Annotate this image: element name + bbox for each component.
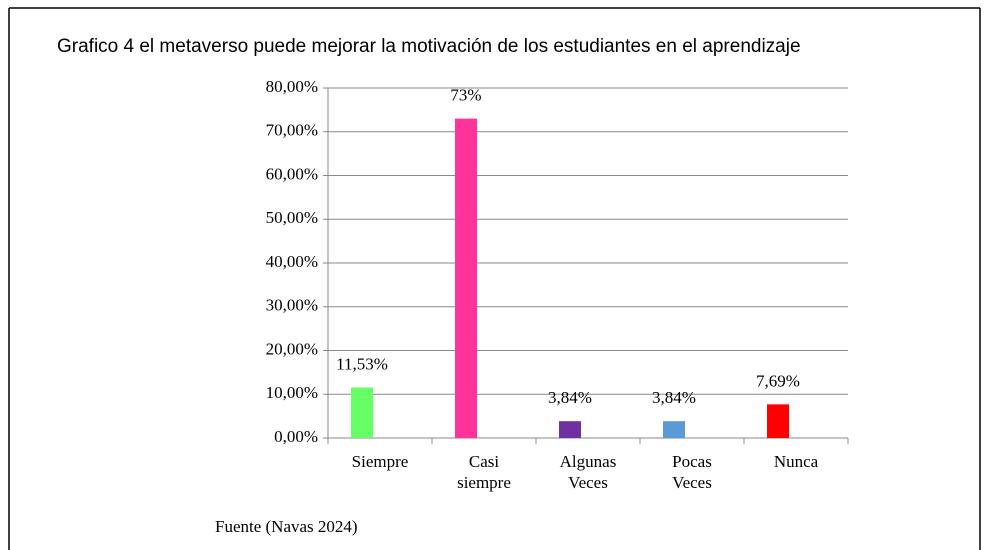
y-tick-label: 10,00%: [266, 383, 318, 402]
value-label: 11,53%: [336, 354, 388, 373]
y-tick-label: 60,00%: [266, 164, 318, 183]
y-tick-label: 0,00%: [274, 427, 318, 446]
x-tick-label: Nunca: [773, 452, 819, 471]
y-tick-label: 70,00%: [266, 121, 318, 140]
y-tick-label: 80,00%: [266, 77, 318, 96]
value-label: 3,84%: [548, 388, 592, 407]
chart-title: Grafico 4 el metaverso puede mejorar la …: [57, 36, 801, 57]
bar: [455, 118, 477, 438]
y-tick-label: 50,00%: [266, 208, 318, 227]
bar: [351, 387, 373, 438]
y-tick-label: 20,00%: [266, 339, 318, 358]
value-label: 3,84%: [652, 388, 696, 407]
value-label: 73%: [450, 86, 481, 105]
bar: [663, 421, 685, 438]
x-tick-label: Pocas Veces: [672, 452, 712, 492]
x-tick-label: Casi siempre: [457, 452, 511, 492]
bar: [767, 404, 789, 438]
source-note: Fuente (Navas 2024): [215, 517, 358, 536]
bar: [559, 421, 581, 438]
y-tick-label: 40,00%: [266, 252, 318, 271]
value-label: 7,69%: [756, 371, 800, 390]
x-tick-label: Siempre: [351, 452, 409, 471]
y-tick-label: 30,00%: [266, 296, 318, 315]
x-tick-label: Algunas Veces: [559, 452, 617, 492]
